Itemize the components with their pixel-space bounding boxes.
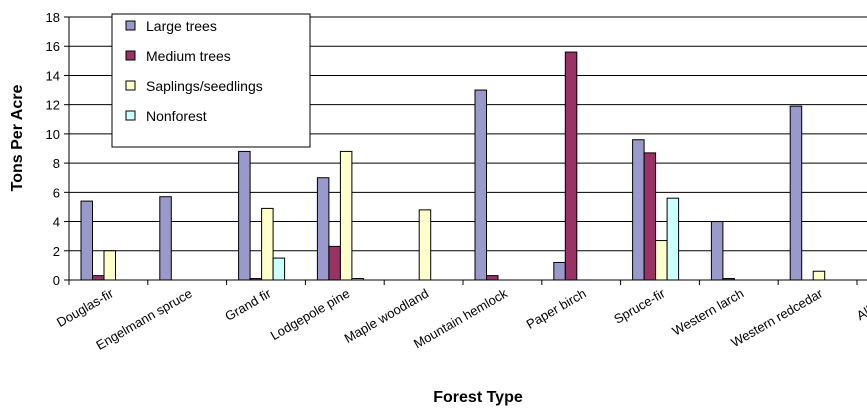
bar-large-trees bbox=[80, 200, 93, 281]
bar-large-trees bbox=[632, 139, 645, 281]
bar-medium-trees bbox=[92, 275, 105, 281]
bar-saplings-seedlings bbox=[103, 250, 116, 281]
bar-large-trees bbox=[789, 105, 803, 281]
axes bbox=[64, 16, 867, 285]
legend-label: Medium trees bbox=[146, 48, 231, 64]
y-tick-label: 6 bbox=[53, 185, 60, 200]
bar-large-trees bbox=[238, 150, 251, 281]
y-axis-title: Tons Per Acre bbox=[9, 85, 26, 192]
x-category-label: Douglas-fir bbox=[54, 285, 117, 330]
bar-large-trees bbox=[553, 261, 566, 281]
bar-nonforest bbox=[666, 197, 680, 281]
y-tick-label: 8 bbox=[53, 156, 60, 171]
bar-saplings-seedlings bbox=[812, 270, 826, 281]
bar-medium-trees bbox=[328, 245, 341, 281]
y-tick-label: 2 bbox=[53, 244, 60, 259]
bar-nonforest bbox=[272, 257, 286, 281]
x-category-label: Lodgepole pine bbox=[268, 286, 353, 343]
x-category-label: Spruce-fir bbox=[611, 285, 668, 326]
bar-medium-trees bbox=[643, 152, 657, 281]
bar-saplings-seedlings bbox=[418, 209, 432, 281]
x-category-label: Paper birch bbox=[524, 286, 589, 332]
legend-swatch bbox=[125, 80, 136, 91]
bar-large-trees bbox=[316, 177, 330, 281]
bar-saplings-seedlings bbox=[655, 240, 668, 281]
y-tick-label: 4 bbox=[53, 215, 60, 230]
legend-swatch bbox=[125, 20, 136, 31]
legend-label: Saplings/seedlings bbox=[146, 78, 263, 94]
x-axis-title: Forest Type bbox=[433, 389, 523, 406]
y-tick-label: 18 bbox=[46, 10, 60, 25]
bar-large-trees bbox=[710, 221, 724, 281]
x-category-label: Grand fir bbox=[222, 285, 274, 324]
bar-medium-trees bbox=[486, 275, 499, 281]
bar-large-trees bbox=[159, 196, 172, 281]
legend-box bbox=[111, 13, 311, 148]
bar-large-trees bbox=[474, 89, 487, 281]
bar-saplings-seedlings bbox=[339, 150, 353, 281]
y-tick-label: 10 bbox=[46, 127, 60, 142]
legend-swatch bbox=[125, 110, 136, 121]
y-tick-label: 14 bbox=[46, 68, 60, 83]
bar-saplings-seedlings bbox=[261, 207, 274, 281]
x-category-label: All types bbox=[854, 285, 867, 323]
y-tick-label: 12 bbox=[46, 98, 60, 113]
y-tick-labels: 0 2 4 6 8 10 12 14 16 18 bbox=[46, 10, 60, 288]
x-category-label: Western larch bbox=[670, 286, 747, 339]
legend-label: Nonforest bbox=[146, 108, 207, 124]
legend-swatch bbox=[125, 50, 136, 61]
legend-label: Large trees bbox=[146, 18, 217, 34]
y-tick-label: 0 bbox=[53, 273, 60, 288]
bar-medium-trees bbox=[564, 51, 578, 281]
legend: Large trees Medium trees Saplings/seedling… bbox=[111, 13, 311, 148]
y-tick-label: 16 bbox=[46, 39, 60, 54]
